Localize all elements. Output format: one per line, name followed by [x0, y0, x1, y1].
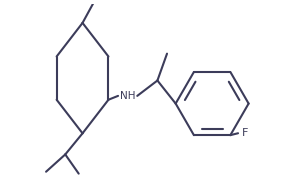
Text: NH: NH [120, 91, 135, 101]
Text: F: F [242, 128, 248, 138]
